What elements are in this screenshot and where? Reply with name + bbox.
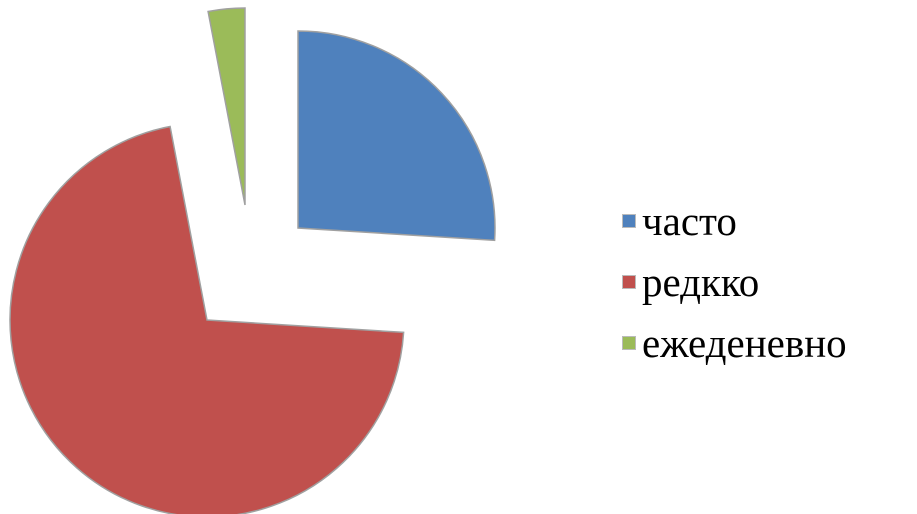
pie-slice-0 <box>297 30 496 242</box>
pie-slice-1 <box>9 125 405 514</box>
legend-swatch-icon <box>622 274 636 289</box>
legend-item-redkko: редкко <box>622 251 847 312</box>
legend-label: редкко <box>642 258 760 305</box>
pie-slice-2 <box>207 7 246 206</box>
legend-swatch-icon <box>622 335 636 350</box>
legend-item-ezhedenevno: ежеденевно <box>622 312 847 373</box>
legend: часто редкко ежеденевно <box>622 190 847 373</box>
legend-swatch-icon <box>622 213 636 228</box>
legend-item-chasto: часто <box>622 190 847 251</box>
legend-label: ежеденевно <box>642 319 847 366</box>
legend-label: часто <box>642 197 737 244</box>
